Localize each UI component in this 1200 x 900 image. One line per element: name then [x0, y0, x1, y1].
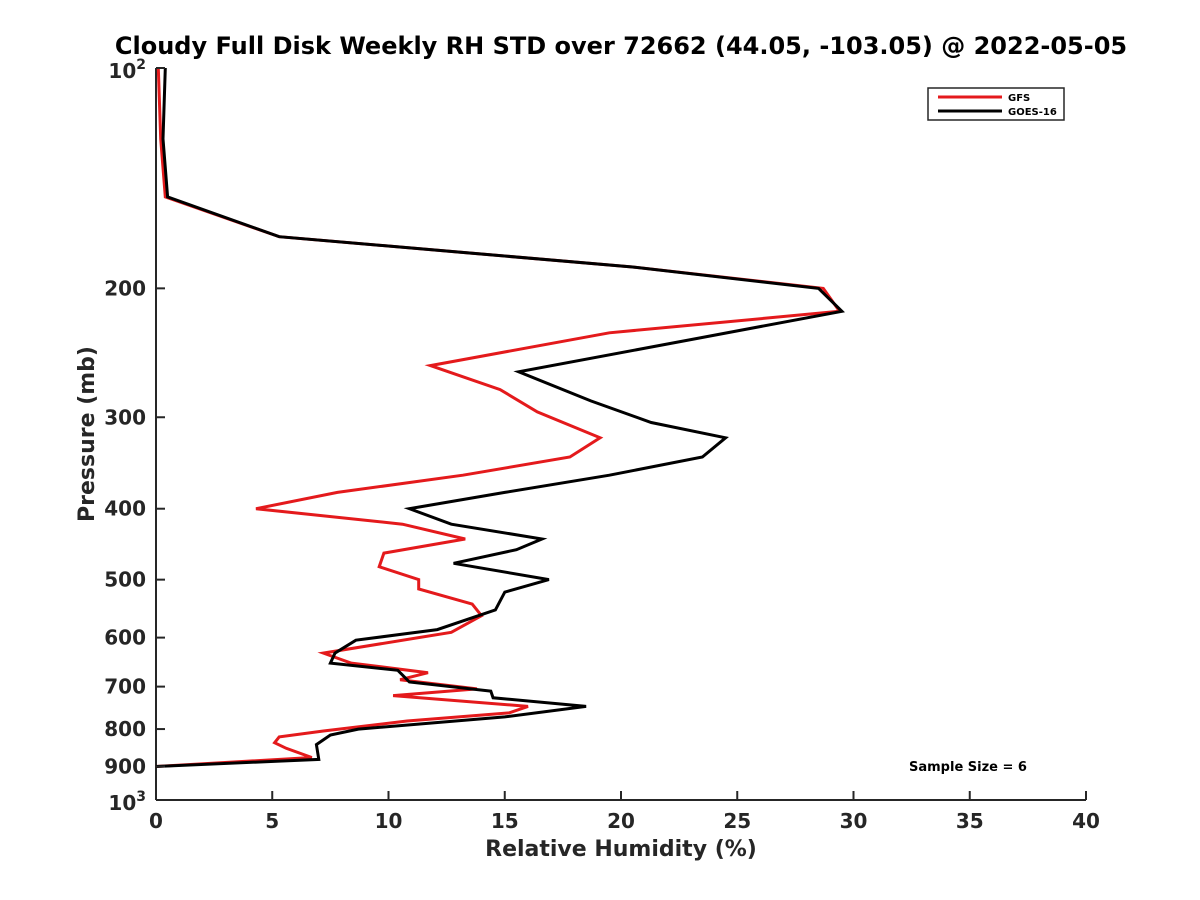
y-tick-label: 900	[104, 755, 146, 779]
x-tick-label: 20	[607, 809, 635, 833]
legend: GFS GOES-16	[927, 87, 1065, 121]
y-tick-label: 102	[108, 57, 146, 83]
x-tick-label: 25	[723, 809, 751, 833]
series-lines	[155, 67, 846, 768]
legend-label: GFS	[1008, 93, 1030, 104]
y-tick-label: 300	[104, 405, 146, 429]
legend-label: GOES-16	[1008, 107, 1057, 118]
y-tick-exponent: 3	[136, 789, 146, 805]
x-tick-label: 15	[491, 809, 519, 833]
chart-title: Cloudy Full Disk Weekly RH STD over 7266…	[115, 32, 1127, 60]
legend-entries: GFS GOES-16	[938, 93, 1057, 118]
y-tick-label: 600	[104, 626, 146, 650]
series-line-goes-16	[155, 67, 846, 768]
x-tick-label: 40	[1072, 809, 1100, 833]
y-tick-label: 500	[104, 568, 146, 592]
y-axis-label: Pressure (mb)	[75, 346, 100, 522]
y-tick-label: 700	[104, 675, 146, 699]
x-tick-label: 5	[265, 809, 279, 833]
x-tick-label: 35	[956, 809, 984, 833]
y-tick-label: 200	[104, 276, 146, 300]
y-tick-label: 800	[104, 717, 146, 741]
legend-box	[927, 87, 1065, 121]
x-tick-label: 10	[375, 809, 403, 833]
x-axis-label: Relative Humidity (%)	[485, 837, 757, 862]
y-tick-label: 400	[104, 497, 146, 521]
x-tick-label: 0	[149, 809, 163, 833]
y-tick-base: 10	[108, 791, 136, 815]
y-tick-label: 103	[108, 789, 146, 815]
y-tick-exponent: 2	[136, 57, 146, 73]
sample-size-annotation: Sample Size = 6	[909, 760, 1027, 775]
x-tick-label: 30	[840, 809, 868, 833]
series-line-gfs	[155, 67, 843, 768]
x-axis-ticks: 0 5 10 15 20 25 30 35 40	[149, 791, 1100, 833]
y-tick-base: 10	[108, 59, 136, 83]
plot-area: 0 5 10 15 20 25 30 35 40 10220030040050060070080…	[104, 57, 1100, 833]
